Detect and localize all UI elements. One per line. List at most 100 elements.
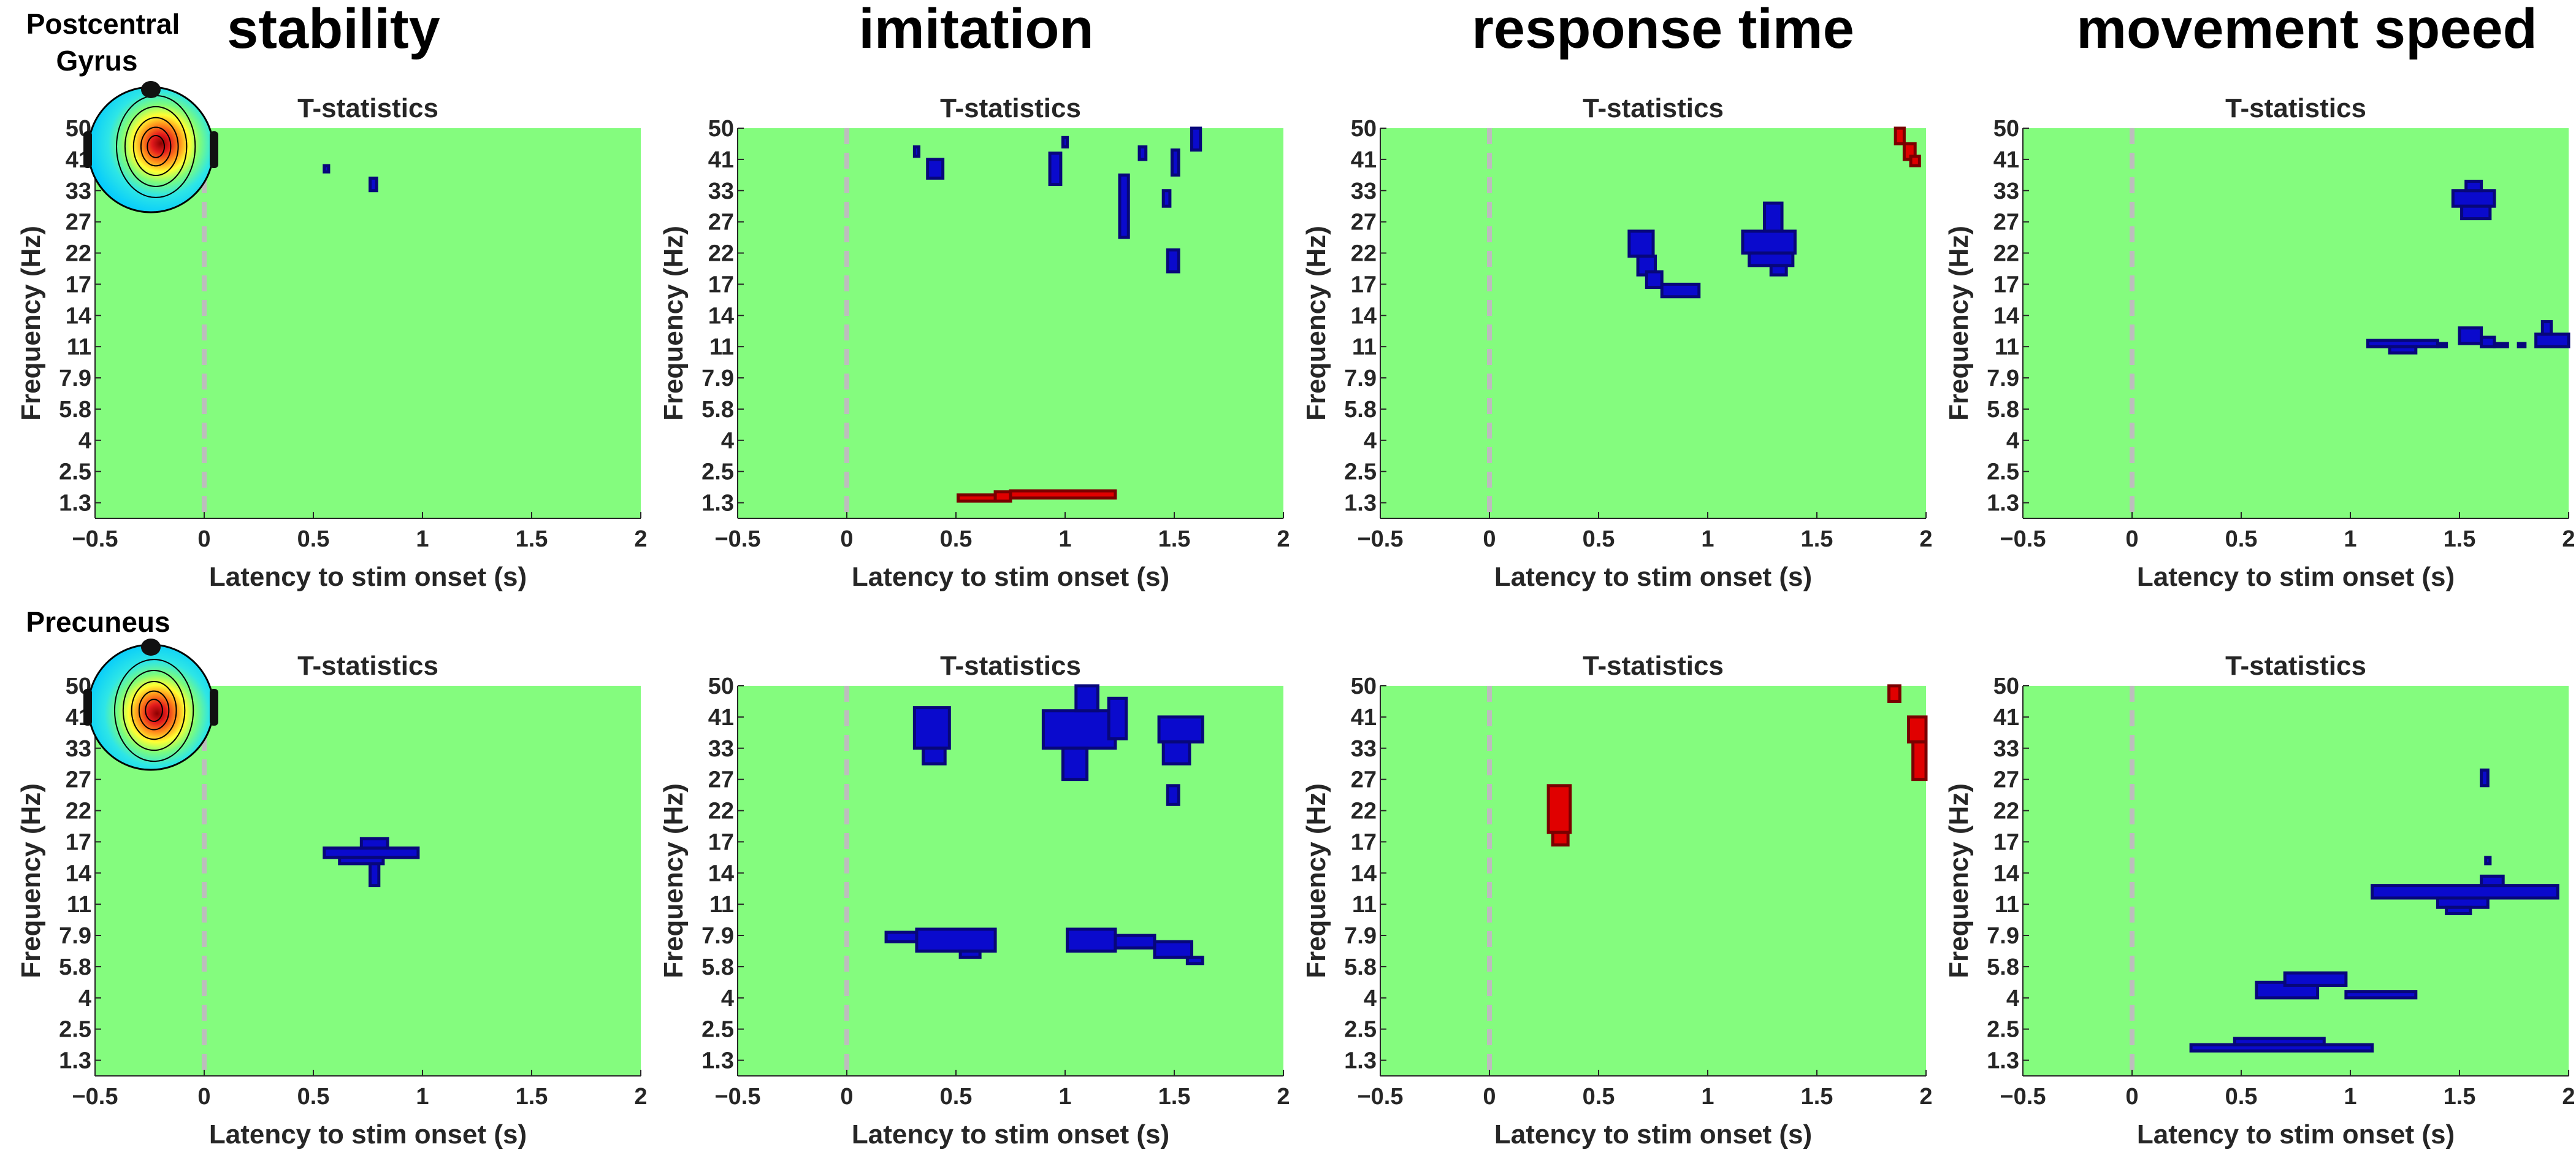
negative-cluster-cell [1118,173,1130,239]
positive-cluster-cell [1887,684,1901,703]
y-tick-label: 14 [1351,303,1377,329]
negative-cluster-cell [1748,251,1795,267]
y-tick-label: 27 [1351,210,1377,236]
x-tick-label: 1.5 [1158,1084,1191,1110]
y-tick-label: 4 [1364,986,1377,1011]
x-tick-label: 0.5 [1583,1084,1615,1110]
y-tick-label: 4 [721,986,734,1011]
y-tick-label: 5.8 [701,954,734,980]
y-tick-label: 4 [721,428,734,454]
positive-cluster-cell [993,490,1012,503]
panel-r1-c3: 1.3 2.5 4 5.8 7.9 11 14 17 22 27 33 41 50 −0.5 0 0.5 1 1.… [1944,651,2575,1150]
y-tick-label: 2.5 [1344,1017,1377,1043]
y-tick-label: 11 [709,892,734,918]
x-tick-label: −0.5 [714,526,760,552]
y-tick-label: 17 [708,272,734,297]
negative-cluster-cell [1660,282,1701,299]
negative-cluster-cell [1161,189,1172,208]
x-tick-label: 1.5 [516,526,548,552]
y-tick-label: 27 [1993,767,2019,793]
x-tick-label: 0.5 [1583,526,1615,552]
negative-cluster-cell [1190,126,1202,152]
positive-cluster-cell [1911,740,1928,781]
x-tick-label: 1 [416,526,429,552]
panel-title: T-statistics [2225,93,2366,123]
y-tick-label: 5.8 [1987,397,2019,423]
y-tick-label: 27 [66,210,91,236]
x-tick-label: 0 [2125,526,2138,552]
x-tick-label: 1 [416,1084,429,1110]
negative-cluster-cell [1107,696,1128,740]
negative-cluster-cell [1627,229,1655,258]
negative-cluster-cell [323,164,331,174]
x-axis-label: Latency to stim onset (s) [2137,562,2455,592]
negative-cluster-cell [884,931,919,943]
x-axis-label: Latency to stim onset (s) [852,1119,1169,1150]
y-tick-label: 7.9 [1344,923,1377,949]
x-tick-label: 2 [634,1084,647,1110]
column-title-movement-speed: movement speed [2076,0,2537,60]
row-label-postcentral: Postcentral [26,8,180,40]
y-tick-label: 5.8 [1344,954,1377,980]
y-tick-label: 33 [708,736,734,762]
negative-cluster-cell [369,176,378,193]
y-tick-label: 22 [1993,799,2019,824]
y-axis-label: Frequency (Hz) [1944,783,1974,978]
negative-cluster-cell [1074,684,1099,713]
panel-r0-c3: 1.3 2.5 4 5.8 7.9 11 14 17 22 27 33 41 50 −0.5 0 0.5 1 1.… [1944,93,2575,592]
negative-cluster-cell [1153,940,1193,959]
x-tick-label: 0 [197,1084,210,1110]
y-tick-label: 5.8 [59,954,91,980]
y-tick-label: 50 [1993,116,2019,142]
x-axis-label: Latency to stim onset (s) [2137,1119,2455,1150]
y-tick-label: 17 [66,272,91,297]
y-tick-label: 27 [1993,210,2019,236]
y-tick-label: 22 [708,799,734,824]
plot-background [738,128,1283,518]
y-tick-label: 5.8 [1344,397,1377,423]
x-axis-label: Latency to stim onset (s) [209,562,527,592]
y-tick-label: 1.3 [59,1048,91,1074]
x-tick-label: 1.5 [516,1084,548,1110]
x-tick-label: −0.5 [2000,1084,2046,1110]
y-tick-label: 2.5 [59,459,91,485]
y-tick-label: 2.5 [1987,1017,2019,1043]
negative-cluster-cell [1061,136,1069,149]
x-tick-label: 0.5 [2225,526,2258,552]
y-tick-label: 17 [1351,272,1377,297]
x-tick-label: 1 [2344,1084,2356,1110]
negative-cluster-cell [2480,336,2496,348]
y-tick-label: 14 [1993,303,2019,329]
negative-cluster-cell [912,706,951,750]
plot-background [2023,128,2569,518]
negative-cluster-cell [1114,934,1156,950]
x-tick-label: 0.5 [940,1084,973,1110]
x-tick-label: 2 [1919,526,1932,552]
y-tick-label: 1.3 [1344,491,1377,516]
y-tick-label: 1.3 [1344,1048,1377,1074]
panel-r0-c1: 1.3 2.5 4 5.8 7.9 11 14 17 22 27 33 41 50 −0.5 0 0.5 1 1.… [659,93,1290,592]
y-tick-label: 7.9 [1344,366,1377,391]
x-tick-label: 0 [1483,526,1496,552]
x-tick-label: 0 [197,526,210,552]
negative-cluster-cell [2540,320,2553,336]
plot-background [738,686,1283,1076]
y-tick-label: 11 [709,334,734,360]
negative-cluster-cell [2458,326,2483,345]
y-tick-label: 2.5 [1344,459,1377,485]
y-tick-label: 27 [708,767,734,793]
negative-cluster-cell [2534,332,2570,348]
x-tick-label: −0.5 [72,526,118,552]
y-tick-label: 27 [708,210,734,236]
x-tick-label: 1.5 [2444,526,2476,552]
topomap-0 [83,81,218,213]
y-tick-label: 11 [67,334,91,360]
panel-title: T-statistics [940,651,1081,681]
negative-cluster-cell [1741,229,1797,255]
y-tick-label: 11 [1995,334,2019,360]
y-tick-label: 17 [66,829,91,855]
negative-cluster-cell [2344,990,2418,1000]
y-tick-label: 41 [1351,147,1377,173]
y-tick-label: 22 [1351,241,1377,267]
